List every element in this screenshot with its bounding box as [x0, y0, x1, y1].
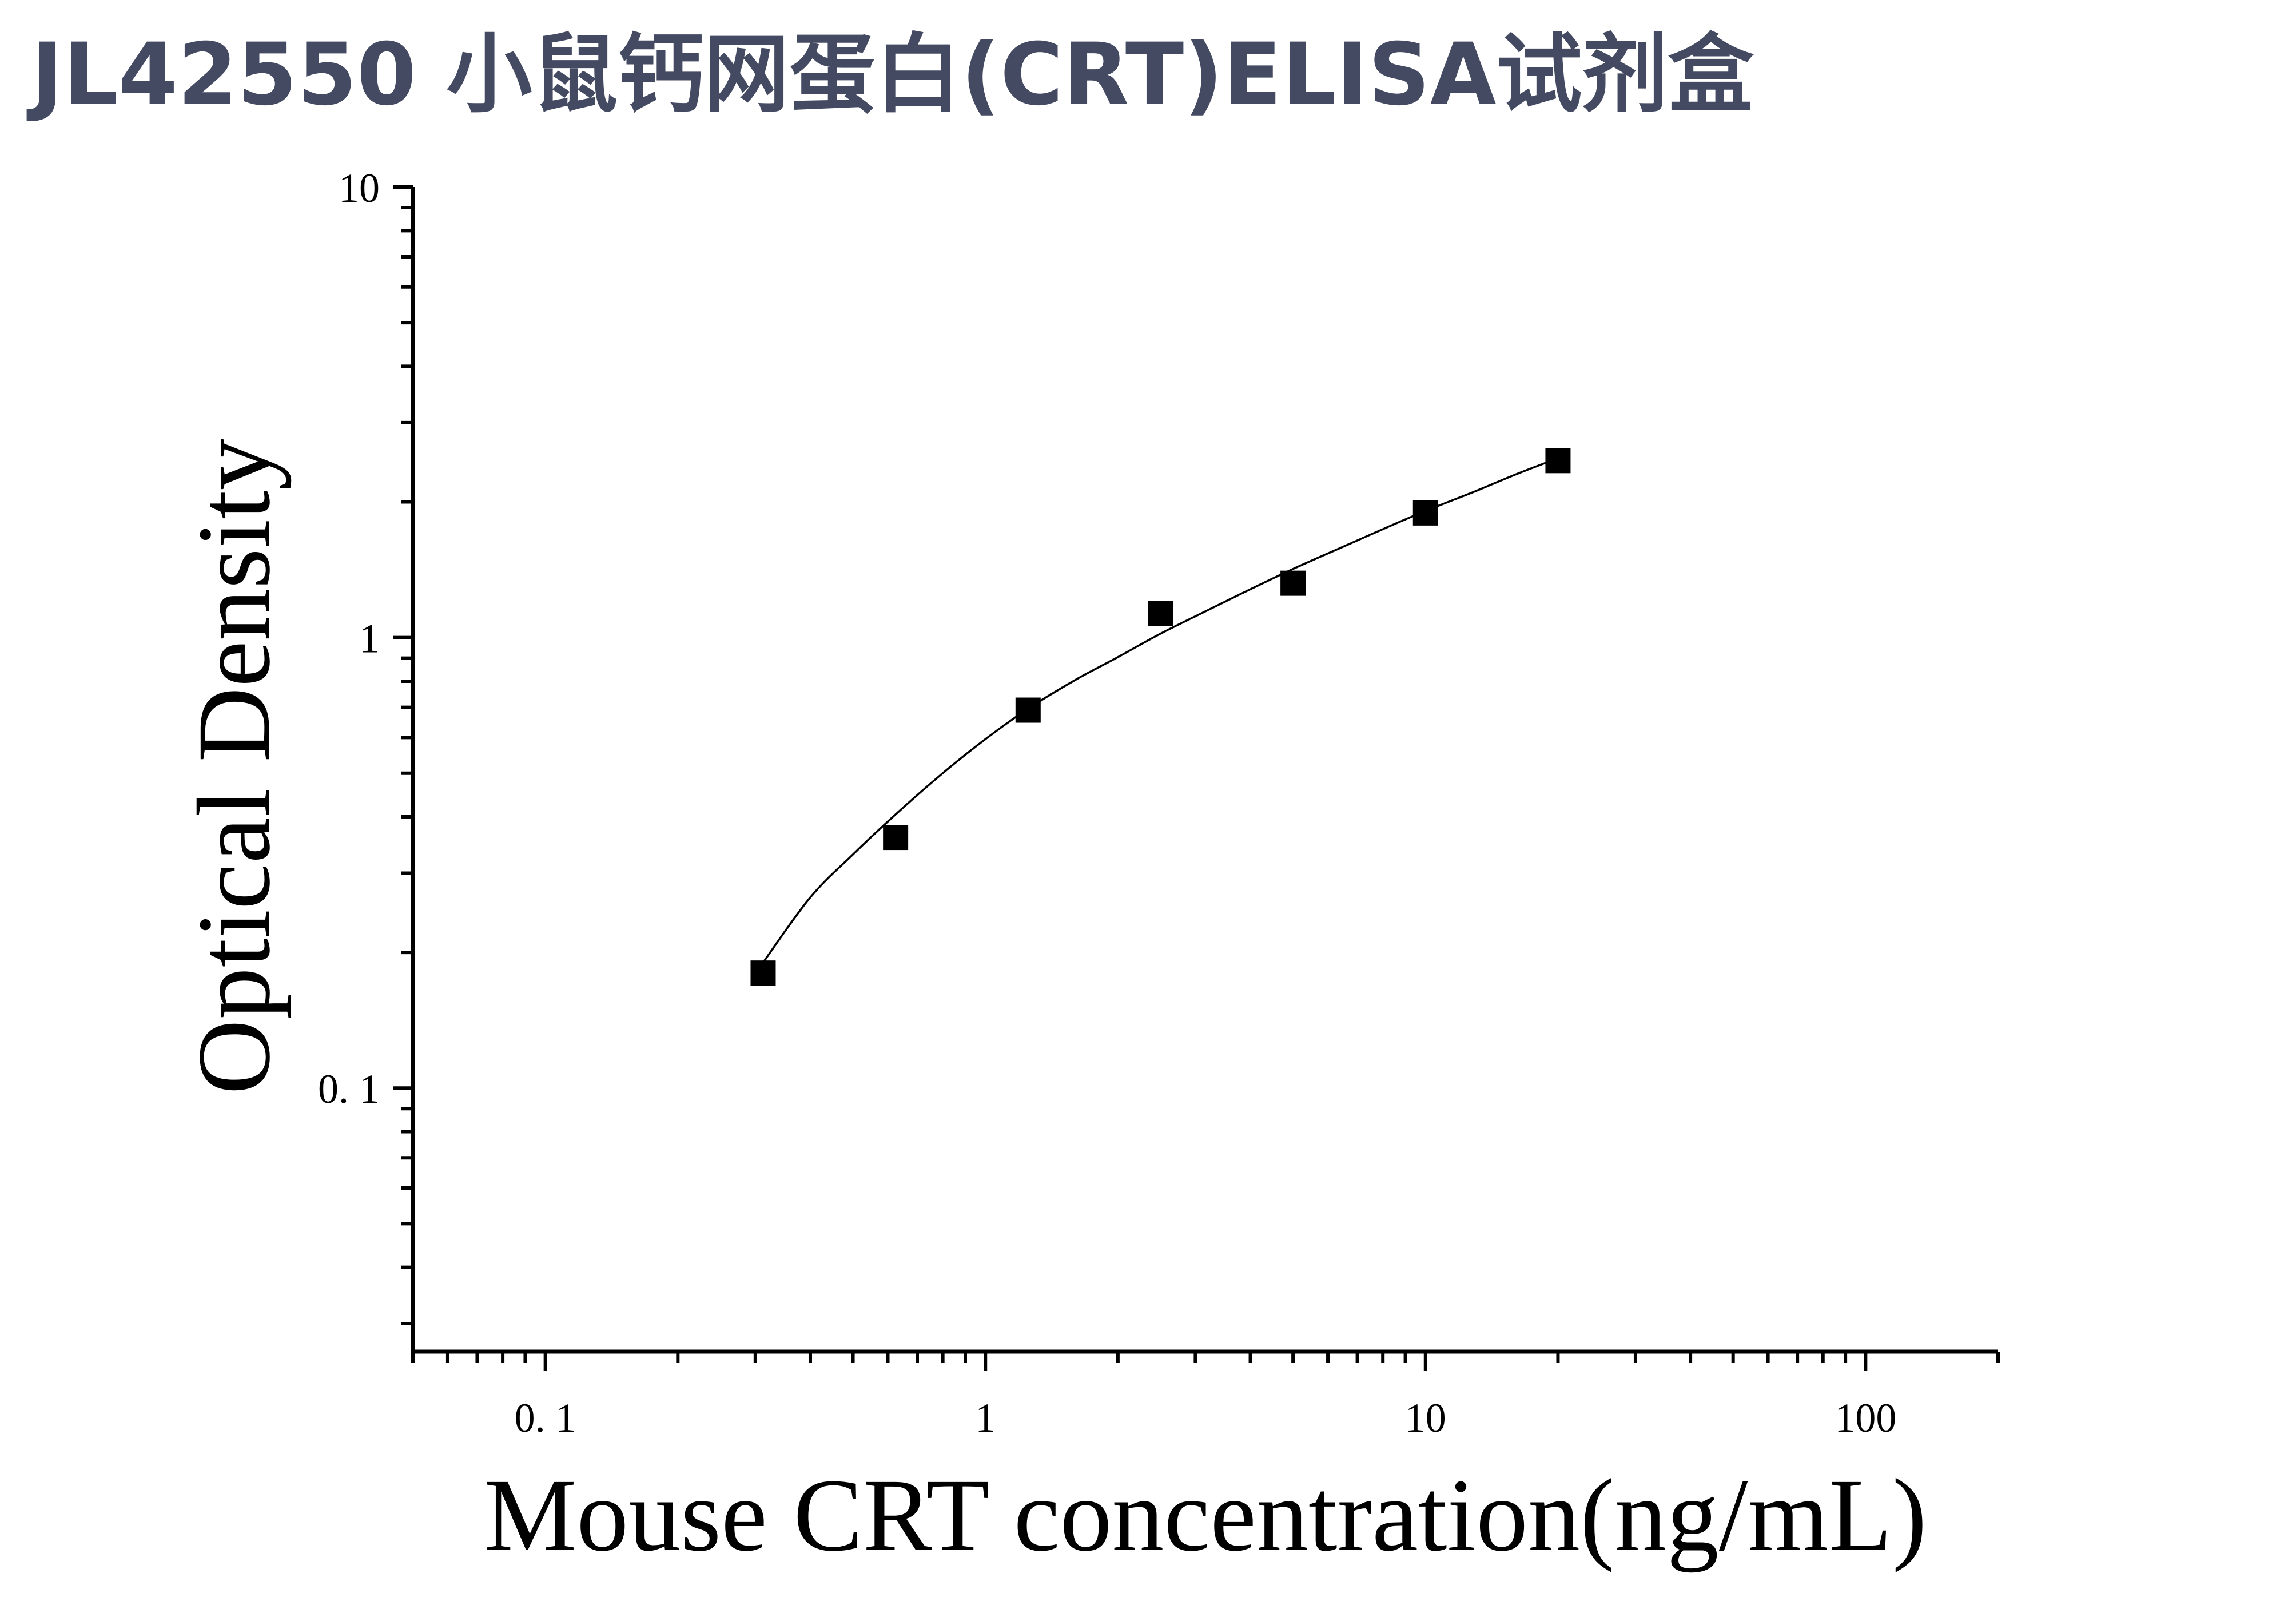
- data-point: [883, 825, 909, 851]
- x-tick-label: 100: [1835, 1395, 1896, 1441]
- x-tick-label: 10: [1405, 1395, 1446, 1441]
- y-tick-label: 0. 1: [318, 1066, 380, 1112]
- x-tick-label: 0. 1: [515, 1395, 576, 1441]
- data-point: [1148, 601, 1173, 626]
- data-point: [1545, 448, 1571, 474]
- y-tick-label: 1: [359, 616, 380, 662]
- data-points-layer: [750, 448, 1571, 986]
- data-point: [1015, 697, 1041, 723]
- fit-curve-layer: [762, 457, 1559, 963]
- y-axis-label: Optical Density: [177, 438, 292, 1094]
- axes: 0. 1 1 10 100 0. 1 1 10: [318, 165, 2000, 1441]
- data-point: [1280, 570, 1306, 596]
- y-tick-label: 10: [339, 165, 380, 211]
- x-tick-label: 1: [975, 1395, 996, 1441]
- x-axis-label: Mouse CRT concentration(ng/mL): [484, 1458, 1927, 1573]
- page-title: JL42550 小鼠钙网蛋白(CRT)ELISA试剂盒: [31, 25, 1754, 125]
- data-point: [750, 960, 776, 986]
- fit-curve: [762, 457, 1559, 963]
- data-point: [1412, 500, 1438, 526]
